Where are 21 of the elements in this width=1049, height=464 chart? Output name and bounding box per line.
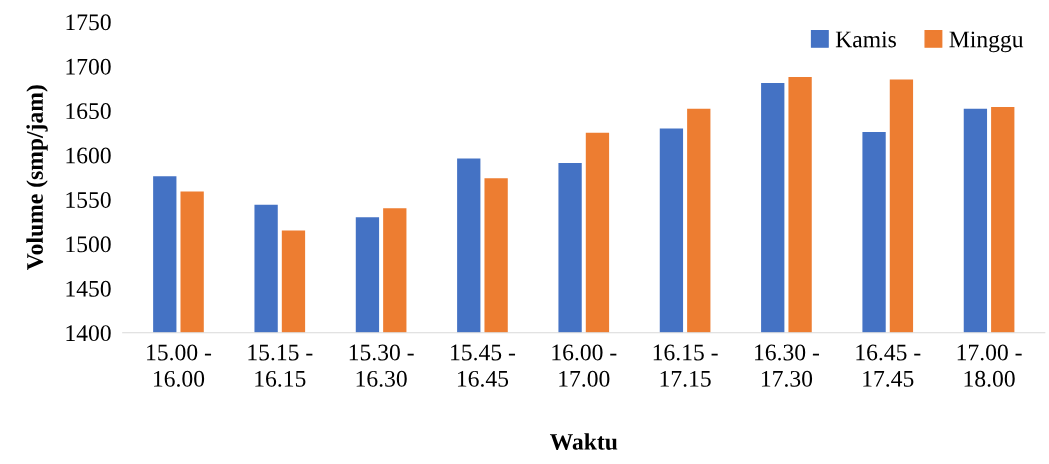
y-tick-label: 1500 xyxy=(66,236,111,253)
x-tick-label: 17.00 - 18.00 xyxy=(957,344,1022,387)
y-tick-label: 1450 xyxy=(66,280,111,297)
x-tick-label: 15.30 - 16.30 xyxy=(349,344,414,387)
y-tick-label: 1650 xyxy=(66,103,111,120)
legend-label: Kamis xyxy=(835,31,896,48)
y-tick-label: 1400 xyxy=(66,325,111,342)
y-tick-label: 1750 xyxy=(66,14,111,31)
x-tick-label: 16.45 - 17.45 xyxy=(856,344,921,387)
x-tick-label: 15.15 - 16.15 xyxy=(248,344,313,387)
y-tick-label: 1600 xyxy=(66,147,111,164)
y-axis-title: Volume (smp/jam) xyxy=(26,85,48,271)
x-tick-label: 16.15 - 17.15 xyxy=(653,344,718,387)
legend-label: Minggu xyxy=(949,31,1024,53)
x-axis-title: Waktu xyxy=(549,433,618,450)
x-tick-label: 16.30 - 17.30 xyxy=(755,344,820,387)
y-tick-label: 1700 xyxy=(66,58,111,75)
y-tick-label: 1550 xyxy=(66,191,111,208)
x-tick-label: 15.45 - 16.45 xyxy=(451,344,516,387)
x-tick-label: 15.00 - 16.00 xyxy=(147,344,212,387)
x-tick-label: 16.00 - 17.00 xyxy=(552,344,617,387)
